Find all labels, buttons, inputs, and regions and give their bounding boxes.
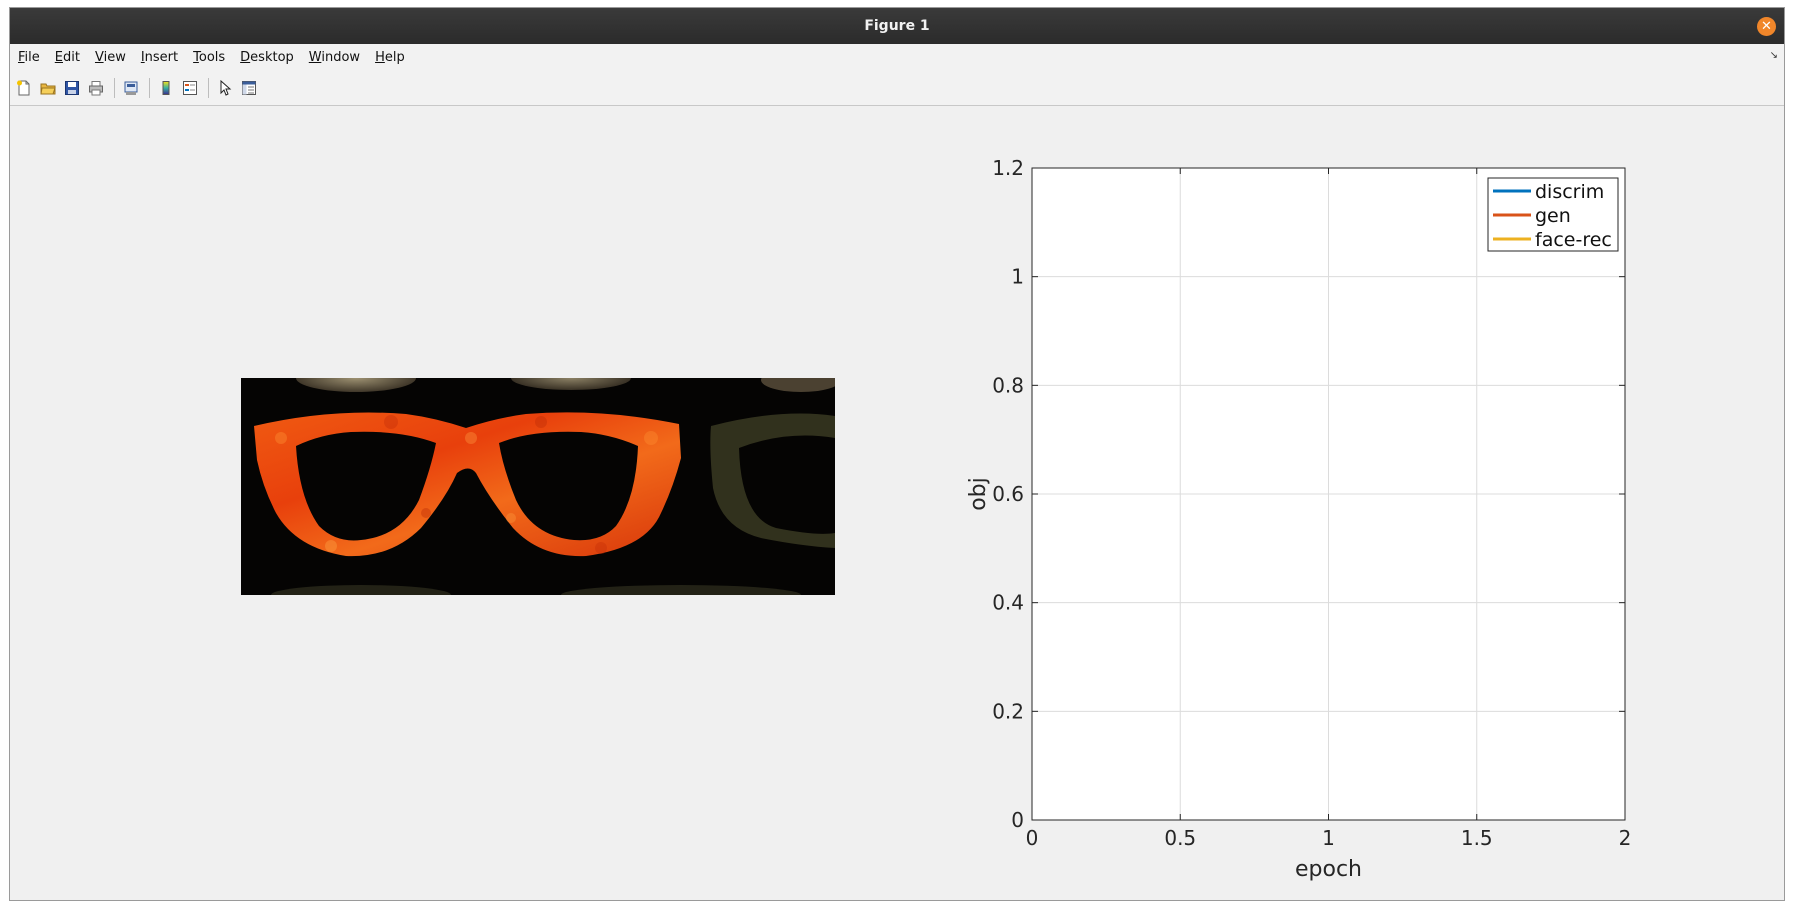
toolbar-separator [114, 77, 115, 98]
x-tick-label: 1 [1322, 826, 1335, 850]
menu-mnemonic: H [375, 49, 385, 65]
y-tick-label: 1 [1011, 265, 1024, 289]
title-bar[interactable]: Figure 1 ✕ [10, 8, 1784, 44]
menu-mnemonic: E [54, 49, 63, 65]
close-icon: ✕ [1761, 19, 1772, 34]
open-file-icon[interactable] [37, 77, 59, 99]
x-tick-label: 0 [1026, 826, 1039, 850]
x-tick-label: 1.5 [1461, 826, 1493, 850]
pointer-icon[interactable] [214, 77, 236, 99]
menu-mnemonic: I [140, 49, 145, 65]
window-title: Figure 1 [864, 18, 930, 34]
close-button[interactable]: ✕ [1757, 17, 1776, 36]
menu-label: nsert [144, 49, 179, 65]
menu-mnemonic: V [94, 49, 104, 65]
y-tick-label: 0.2 [992, 699, 1024, 723]
menu-mnemonic: W [308, 49, 322, 65]
y-tick-label: 0 [1011, 808, 1024, 832]
new-figure-icon[interactable] [13, 77, 35, 99]
menu-view[interactable]: View [95, 50, 126, 65]
menu-file[interactable]: File [18, 50, 40, 65]
toolbar-separator [208, 77, 209, 98]
legend-label: gen [1535, 205, 1571, 227]
menu-mnemonic: F [18, 49, 25, 65]
legend-label: discrim [1535, 181, 1604, 203]
figure-window: Figure 1 ✕ File Edit View Insert Tools D… [9, 7, 1785, 901]
menu-label: esktop [250, 49, 294, 65]
glasses-image [241, 378, 835, 595]
print-preview-icon[interactable] [120, 77, 142, 99]
menu-label: ools [198, 49, 226, 65]
figure-canvas: 0 0.5 1 1.5 2 0 0.2 0.4 0.6 0.8 1 1.2 epoch obj discri… [10, 106, 1784, 900]
print-icon[interactable] [85, 77, 107, 99]
menu-bar: File Edit View Insert Tools Desktop Wind… [10, 44, 1784, 70]
menu-tools[interactable]: Tools [193, 50, 225, 65]
menu-label: elp [384, 49, 405, 65]
menu-edit[interactable]: Edit [55, 50, 80, 65]
line-chart[interactable]: 0 0.5 1 1.5 2 0 0.2 0.4 0.6 0.8 1 1.2 epoch obj discri… [10, 106, 1785, 900]
colorbar-icon[interactable] [155, 77, 177, 99]
legend-label: face-rec [1535, 229, 1612, 251]
x-tick-label: 0.5 [1164, 826, 1196, 850]
menu-window[interactable]: Window [309, 50, 360, 65]
x-axis-label: epoch [1295, 857, 1362, 882]
figure-toolbar [10, 70, 1784, 106]
menu-label: iew [103, 49, 126, 65]
y-tick-label: 0.8 [992, 373, 1024, 397]
y-tick-label: 1.2 [992, 156, 1024, 180]
save-icon[interactable] [61, 77, 83, 99]
dock-arrow-icon[interactable]: ↘ [1769, 50, 1778, 61]
toolbar-separator [149, 77, 150, 98]
legend-icon[interactable] [179, 77, 201, 99]
menu-insert[interactable]: Insert [141, 50, 178, 65]
x-tick-label: 2 [1619, 826, 1632, 850]
menu-desktop[interactable]: Desktop [240, 50, 294, 65]
y-tick-label: 0.6 [992, 482, 1024, 506]
menu-mnemonic: T [193, 49, 199, 65]
menu-label: dit [63, 49, 80, 65]
y-axis-label: obj [966, 477, 991, 511]
property-editor-icon[interactable] [238, 77, 260, 99]
menu-mnemonic: D [240, 49, 251, 65]
menu-label: ile [24, 49, 40, 65]
menu-label: indow [321, 49, 361, 65]
menu-help[interactable]: Help [375, 50, 405, 65]
y-tick-label: 0.4 [992, 591, 1024, 615]
